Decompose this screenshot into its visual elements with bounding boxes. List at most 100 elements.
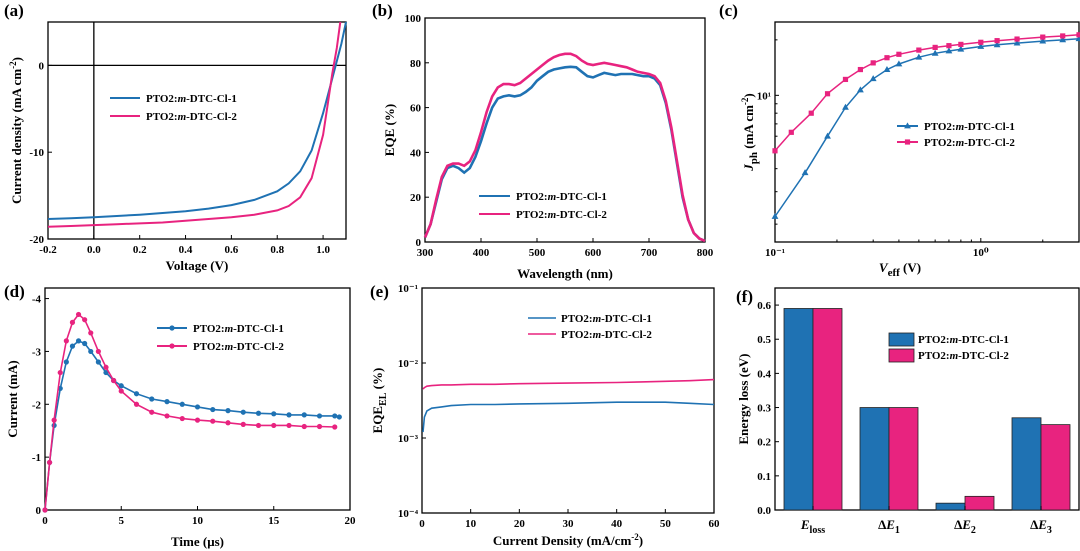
panel-d-point <box>286 422 292 429</box>
panel-d-point <box>225 420 231 426</box>
panel-b-label: (b) <box>372 1 393 20</box>
panel-a-label: (a) <box>4 1 24 20</box>
panel-c-label: (c) <box>719 1 738 20</box>
panel-d-point <box>75 311 82 318</box>
panel-d-point <box>255 422 262 429</box>
panel-a-series-2 <box>47 21 342 228</box>
panel-d-point <box>286 412 292 418</box>
panel-d-point <box>179 415 185 422</box>
panel-d-point <box>133 401 140 407</box>
panel-e-x-tick: 60 <box>709 518 721 530</box>
panel-b-x-tick: 400 <box>473 247 490 259</box>
panel-f-bar <box>812 308 843 511</box>
panel-e-series-2 <box>422 378 715 390</box>
panel-c-point <box>842 103 849 110</box>
panel-b-legend-1: PTO2:m-DTC-Cl-1 <box>516 191 607 203</box>
panel-f-legend-1: PTO2:m-DTC-Cl-1 <box>918 334 1009 346</box>
panel-c-point <box>857 86 864 93</box>
panel-d-point <box>46 459 53 466</box>
panel-e-legend-2: PTO2:m-DTC-Cl-2 <box>561 329 652 341</box>
panel-b-x-tick: 700 <box>641 247 658 259</box>
panel-c-point <box>1013 39 1021 46</box>
panel-a-y-tick: 0 <box>39 60 45 72</box>
panel-c-frame <box>774 21 1080 243</box>
panel-d-point <box>133 391 140 397</box>
panel-d-point <box>111 377 117 384</box>
panel-d-point <box>194 417 201 423</box>
panel-f-bar <box>935 502 966 511</box>
panel-f-y-tick: 0.1 <box>757 471 771 483</box>
panel-c-point <box>1040 34 1046 40</box>
panel-e-y-tick: 10⁻² <box>398 358 419 370</box>
panel-d-point <box>69 319 76 325</box>
panel-f-bar <box>859 407 890 511</box>
panel-d-point <box>103 369 109 376</box>
panel-c-point <box>1060 33 1066 39</box>
panel-d-point <box>316 413 323 419</box>
panel-e-label: (e) <box>370 282 389 301</box>
panel-a-legend-2: PTO2:m-DTC-Cl-2 <box>146 111 237 123</box>
panel-f-y-tick: 0.0 <box>757 505 771 517</box>
panel-d-point <box>210 406 216 413</box>
panel-d-point <box>75 338 82 344</box>
panel-a-y-tick: -10 <box>29 147 44 159</box>
panel-a-x-tick: 0.6 <box>225 244 239 256</box>
panel-d-point <box>336 414 342 420</box>
panel-f-x-tick-label: ΔE1 <box>878 517 900 536</box>
legend-swatch <box>888 348 915 363</box>
panel-d-point <box>51 417 57 423</box>
panel-e-x-tick: 40 <box>611 518 623 530</box>
panel-f-legend-2: PTO2:m-DTC-Cl-2 <box>918 350 1009 362</box>
panel-f-y-tick: 0.2 <box>757 437 771 449</box>
panel-d-x-tick: 15 <box>268 515 280 527</box>
legend-marker <box>904 139 911 145</box>
panel-b-x-tick: 800 <box>697 247 714 259</box>
panel-c-point <box>824 91 831 97</box>
panel-d-point <box>332 424 338 430</box>
panel-f-bar <box>888 407 919 511</box>
panel-d-point <box>95 359 101 365</box>
panel-b-frame <box>424 17 706 243</box>
panel-b-x-tick: 500 <box>529 247 546 259</box>
panel-c-point <box>1039 37 1047 44</box>
panel-c-point <box>1076 32 1080 38</box>
panel-b-series-2 <box>423 52 706 243</box>
panel-b-x-tick: 300 <box>417 247 434 259</box>
panel-f-ylabel: Energy loss (eV) <box>736 354 751 445</box>
panel-d-y-tick: -3 <box>32 346 42 358</box>
panel-f-bar <box>964 495 995 511</box>
panel-e-y-tick: 10⁻¹ <box>398 283 418 295</box>
panel-f-y-tick: 0.3 <box>757 403 771 415</box>
panel-c-legend-2: PTO2:m-DTC-Cl-2 <box>924 137 1015 149</box>
panel-e-x-tick: 0 <box>419 518 425 530</box>
panel-c-point <box>788 129 794 135</box>
panel-a-frame <box>47 21 347 240</box>
panel-d-point <box>332 413 338 419</box>
panel-d-point <box>179 401 185 407</box>
panel-d-label: (d) <box>4 282 25 301</box>
panel-b-xlabel: Wavelength (nm) <box>517 266 613 281</box>
panel-c-point <box>808 110 814 116</box>
panel-f-x-tick-label: ΔE2 <box>954 517 976 536</box>
panel-d-x-tick: 5 <box>119 515 125 527</box>
panel-e-x-tick: 20 <box>514 518 526 530</box>
panel-c-point <box>945 47 953 54</box>
panel-d-point <box>194 404 201 410</box>
panel-d-point <box>164 413 170 419</box>
panel-d-point <box>118 383 124 389</box>
panel-a-x-tick: 0.8 <box>270 244 284 256</box>
panel-d-point <box>225 408 231 414</box>
panel-f-bar <box>1040 424 1071 511</box>
panel-d-frame <box>44 287 351 511</box>
panel-c-point <box>883 65 891 72</box>
panel-c-point <box>978 39 984 45</box>
legend-marker <box>169 325 175 331</box>
panel-d-point <box>240 421 246 427</box>
panel-d-point <box>69 343 76 349</box>
panel-d-x-tick: 10 <box>192 515 204 527</box>
panel-f-y-tick: 0.5 <box>757 334 771 346</box>
panel-d-point <box>82 340 88 347</box>
panel-d-y-tick: -2 <box>32 399 42 411</box>
panel-c-y-tick: 10¹ <box>757 90 771 102</box>
panel-f-y-tick: 0.6 <box>757 300 771 312</box>
